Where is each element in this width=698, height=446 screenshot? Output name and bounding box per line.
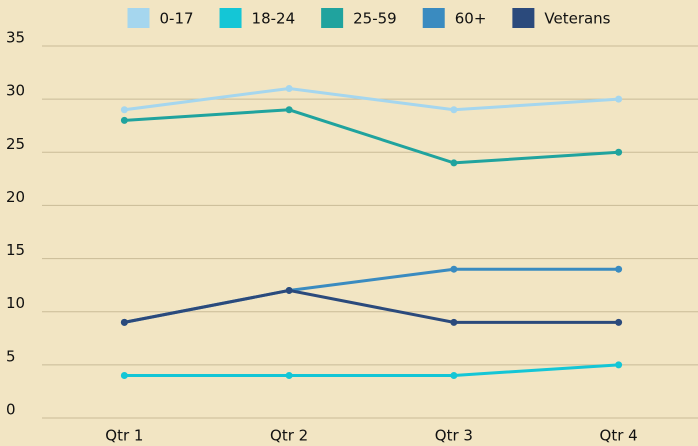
point (615, 361, 623, 369)
y-tick-label: 20 (6, 188, 25, 206)
y-tick-label: 15 (6, 241, 25, 259)
series-line (124, 87, 619, 112)
x-tick-label: Qtr 4 (600, 427, 638, 445)
point (285, 286, 293, 294)
point (285, 371, 293, 379)
legend-swatch (321, 8, 344, 28)
point (615, 265, 623, 273)
x-tick-label: Qtr 3 (435, 427, 473, 445)
legend-swatch (422, 8, 445, 28)
point (285, 85, 293, 93)
point (450, 159, 458, 167)
legend: 0-17 18-24 25-59 60+ Veterans (127, 8, 611, 28)
y-tick-label: 35 (6, 29, 25, 47)
point (120, 116, 128, 124)
legend-swatch (219, 8, 242, 28)
point (285, 106, 293, 114)
point (615, 95, 623, 103)
legend-label: Veterans (544, 10, 610, 28)
legend-swatch (512, 8, 535, 28)
y-tick-label: 5 (6, 347, 16, 365)
point (450, 106, 458, 114)
y-tick-label: 25 (6, 135, 25, 153)
point (615, 148, 623, 156)
legend-label: 60+ (455, 10, 487, 28)
series-line (124, 108, 619, 165)
series-line (124, 363, 619, 377)
legend-label: 18-24 (252, 10, 296, 28)
y-tick-label: 30 (6, 82, 25, 100)
point (120, 371, 128, 379)
legend-label: 0-17 (159, 10, 193, 28)
point (450, 371, 458, 379)
x-tick-label: Qtr 2 (270, 427, 308, 445)
y-tick-label: 10 (6, 294, 25, 312)
point (120, 106, 128, 114)
y-tick-label: 0 (6, 401, 16, 419)
legend-swatch (127, 8, 150, 28)
point (120, 318, 128, 326)
x-tick-label: Qtr 1 (105, 427, 143, 445)
point (615, 318, 623, 326)
point (450, 265, 458, 273)
series-line (124, 288, 619, 324)
legend-label: 25-59 (353, 10, 397, 28)
point (450, 318, 458, 326)
